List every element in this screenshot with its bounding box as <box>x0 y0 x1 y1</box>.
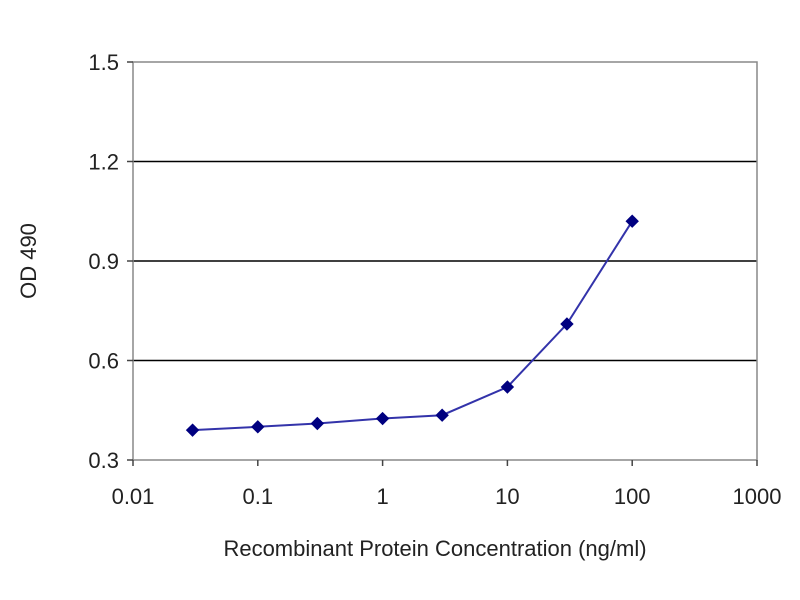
y-tick-label: 0.6 <box>88 349 119 374</box>
data-point <box>560 317 574 331</box>
x-tick-label: 1 <box>376 484 388 509</box>
series-layer <box>185 214 639 437</box>
x-axis-title: Recombinant Protein Concentration (ng/ml… <box>223 536 646 561</box>
data-point <box>185 423 200 437</box>
data-point <box>310 416 325 431</box>
x-tick-label: 0.01 <box>112 484 155 509</box>
data-point <box>375 411 390 426</box>
y-tick-label: 1.5 <box>88 50 119 75</box>
x-tick-label: 1000 <box>733 484 782 509</box>
x-tick-label: 0.1 <box>243 484 274 509</box>
y-tick-label: 1.2 <box>88 150 119 175</box>
grid-lines <box>133 160 757 362</box>
data-point <box>435 408 449 422</box>
x-axis-ticks: 0.01 0.1 1 10 100 1000 <box>112 460 782 509</box>
data-point <box>625 214 639 228</box>
y-axis-title: OD 490 <box>16 223 41 299</box>
x-tick-label: 100 <box>614 484 651 509</box>
y-tick-label: 0.3 <box>88 448 119 473</box>
data-point <box>251 420 265 434</box>
data-point <box>500 380 515 394</box>
y-tick-label: 0.9 <box>88 249 119 274</box>
x-tick-label: 10 <box>495 484 519 509</box>
y-axis-ticks: 0.3 0.6 0.9 1.2 1.5 <box>88 50 133 473</box>
series-line <box>192 220 634 432</box>
